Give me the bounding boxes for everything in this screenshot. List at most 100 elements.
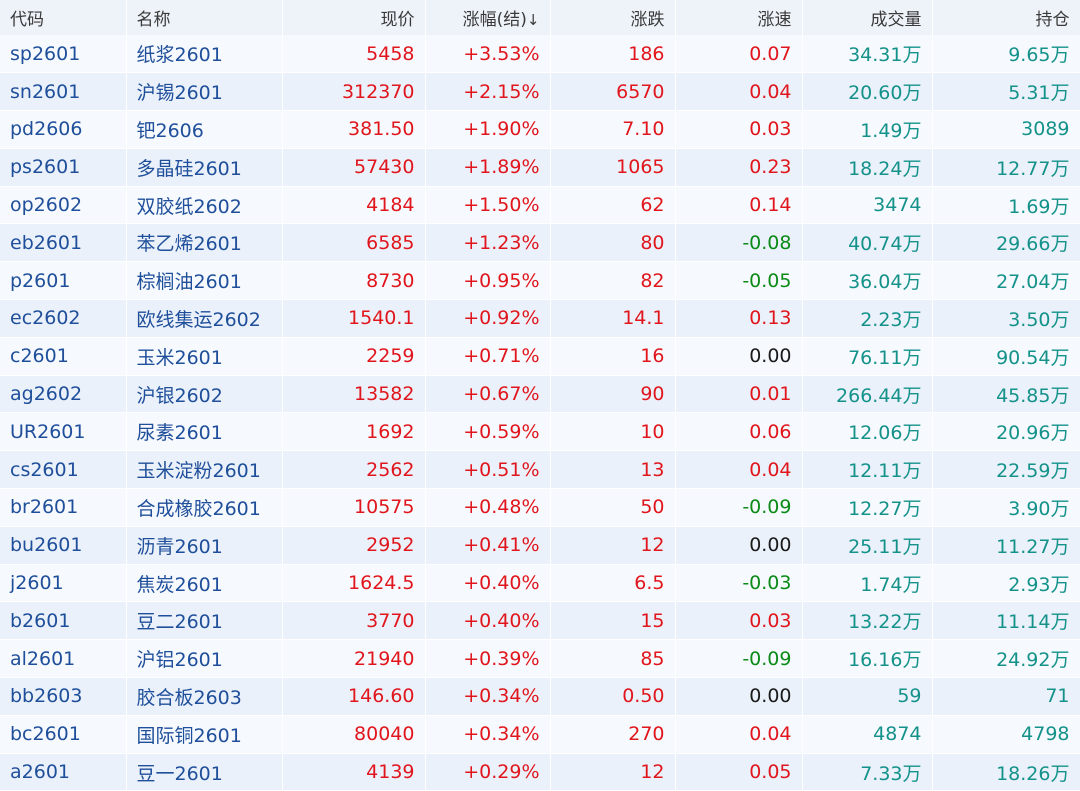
open-interest: 3.50万 bbox=[932, 299, 1080, 338]
column-header-speed[interactable]: 涨速 bbox=[675, 0, 803, 35]
contract-name: 沪银2602 bbox=[126, 375, 283, 414]
open-interest: 20.96万 bbox=[932, 412, 1080, 452]
change-speed: 0.04 bbox=[675, 72, 803, 112]
contract-code: a2601 bbox=[0, 753, 127, 791]
price-change: 186 bbox=[550, 35, 676, 74]
column-header-price[interactable]: 现价 bbox=[282, 0, 426, 35]
contract-code: sp2601 bbox=[0, 35, 127, 74]
contract-name: 玉米淀粉2601 bbox=[126, 450, 283, 490]
table-row[interactable]: j2601 焦炭2601 1624.5 +0.40% 6.5 -0.03 1.7… bbox=[0, 564, 1080, 603]
contract-name: 棕榈油2601 bbox=[126, 261, 283, 301]
contract-code: c2601 bbox=[0, 337, 127, 376]
last-price: 10575 bbox=[282, 488, 426, 527]
volume: 76.11万 bbox=[802, 337, 933, 376]
column-header-code[interactable]: 代码 bbox=[0, 0, 127, 35]
open-interest: 2.93万 bbox=[932, 564, 1080, 603]
price-change: 1065 bbox=[550, 148, 676, 187]
table-row[interactable]: bc2601 国际铜2601 80040 +0.34% 270 0.04 487… bbox=[0, 715, 1080, 754]
table-row[interactable]: b2601 豆二2601 3770 +0.40% 15 0.03 13.22万 … bbox=[0, 601, 1080, 641]
change-speed: -0.03 bbox=[675, 564, 803, 603]
column-header-name[interactable]: 名称 bbox=[126, 0, 283, 35]
contract-name: 欧线集运2602 bbox=[126, 299, 283, 338]
last-price: 80040 bbox=[282, 715, 426, 754]
change-speed: 0.06 bbox=[675, 412, 803, 452]
table-row[interactable]: sp2601 纸浆2601 5458 +3.53% 186 0.07 34.31… bbox=[0, 35, 1080, 74]
contract-name: 苯乙烯2601 bbox=[126, 223, 283, 263]
open-interest: 11.14万 bbox=[932, 601, 1080, 641]
change-percent: +0.40% bbox=[425, 564, 551, 603]
table-row[interactable]: op2602 双胶纸2602 4184 +1.50% 62 0.14 3474 … bbox=[0, 186, 1080, 225]
table-row[interactable]: UR2601 尿素2601 1692 +0.59% 10 0.06 12.06万… bbox=[0, 412, 1080, 452]
change-percent: +3.53% bbox=[425, 35, 551, 74]
contract-name: 双胶纸2602 bbox=[126, 186, 283, 225]
table-row[interactable]: ag2602 沪银2602 13582 +0.67% 90 0.01 266.4… bbox=[0, 375, 1080, 414]
price-change: 90 bbox=[550, 375, 676, 414]
table-row[interactable]: bb2603 胶合板2603 146.60 +0.34% 0.50 0.00 5… bbox=[0, 677, 1080, 716]
last-price: 3770 bbox=[282, 601, 426, 641]
volume: 1.49万 bbox=[802, 110, 933, 149]
table-header: 代码 名称 现价 涨幅(结)↓ 涨跌 涨速 成交量 持仓 bbox=[0, 0, 1080, 35]
change-percent: +1.23% bbox=[425, 223, 551, 263]
open-interest: 1.69万 bbox=[932, 186, 1080, 225]
volume: 18.24万 bbox=[802, 148, 933, 187]
volume: 34.31万 bbox=[802, 35, 933, 74]
header-row: 代码 名称 现价 涨幅(结)↓ 涨跌 涨速 成交量 持仓 bbox=[0, 0, 1080, 35]
change-speed: 0.07 bbox=[675, 35, 803, 74]
price-change: 270 bbox=[550, 715, 676, 754]
table-row[interactable]: ec2602 欧线集运2602 1540.1 +0.92% 14.1 0.13 … bbox=[0, 299, 1080, 338]
column-header-volume[interactable]: 成交量 bbox=[802, 0, 933, 35]
change-percent: +1.89% bbox=[425, 148, 551, 187]
contract-code: p2601 bbox=[0, 261, 127, 301]
change-speed: 0.00 bbox=[675, 526, 803, 565]
change-speed: 0.13 bbox=[675, 299, 803, 338]
contract-name: 胶合板2603 bbox=[126, 677, 283, 716]
table-row[interactable]: sn2601 沪锡2601 312370 +2.15% 6570 0.04 20… bbox=[0, 72, 1080, 112]
table-row[interactable]: br2601 合成橡胶2601 10575 +0.48% 50 -0.09 12… bbox=[0, 488, 1080, 527]
contract-name: 豆二2601 bbox=[126, 601, 283, 641]
table-row[interactable]: pd2606 钯2606 381.50 +1.90% 7.10 0.03 1.4… bbox=[0, 110, 1080, 149]
table-row[interactable]: p2601 棕榈油2601 8730 +0.95% 82 -0.05 36.04… bbox=[0, 261, 1080, 301]
change-percent: +0.40% bbox=[425, 601, 551, 641]
volume: 2.23万 bbox=[802, 299, 933, 338]
contract-code: j2601 bbox=[0, 564, 127, 603]
change-percent: +1.90% bbox=[425, 110, 551, 149]
volume: 25.11万 bbox=[802, 526, 933, 565]
change-percent: +0.34% bbox=[425, 677, 551, 716]
open-interest: 11.27万 bbox=[932, 526, 1080, 565]
change-percent: +1.50% bbox=[425, 186, 551, 225]
contract-name: 沪锡2601 bbox=[126, 72, 283, 112]
change-percent: +0.95% bbox=[425, 261, 551, 301]
open-interest: 12.77万 bbox=[932, 148, 1080, 187]
change-percent: +0.92% bbox=[425, 299, 551, 338]
change-speed: -0.09 bbox=[675, 488, 803, 527]
table-row[interactable]: cs2601 玉米淀粉2601 2562 +0.51% 13 0.04 12.1… bbox=[0, 450, 1080, 490]
table-row[interactable]: eb2601 苯乙烯2601 6585 +1.23% 80 -0.08 40.7… bbox=[0, 223, 1080, 263]
contract-name: 沥青2601 bbox=[126, 526, 283, 565]
change-speed: -0.05 bbox=[675, 261, 803, 301]
open-interest: 24.92万 bbox=[932, 639, 1080, 679]
volume: 4874 bbox=[802, 715, 933, 754]
column-header-open-interest[interactable]: 持仓 bbox=[932, 0, 1080, 35]
last-price: 2952 bbox=[282, 526, 426, 565]
last-price: 57430 bbox=[282, 148, 426, 187]
table-row[interactable]: a2601 豆一2601 4139 +0.29% 12 0.05 7.33万 1… bbox=[0, 753, 1080, 791]
contract-name: 玉米2601 bbox=[126, 337, 283, 376]
table-row[interactable]: bu2601 沥青2601 2952 +0.41% 12 0.00 25.11万… bbox=[0, 526, 1080, 565]
contract-name: 豆一2601 bbox=[126, 753, 283, 791]
last-price: 312370 bbox=[282, 72, 426, 112]
volume: 266.44万 bbox=[802, 375, 933, 414]
last-price: 8730 bbox=[282, 261, 426, 301]
last-price: 1624.5 bbox=[282, 564, 426, 603]
price-change: 12 bbox=[550, 526, 676, 565]
price-change: 85 bbox=[550, 639, 676, 679]
table-row[interactable]: al2601 沪铝2601 21940 +0.39% 85 -0.09 16.1… bbox=[0, 639, 1080, 679]
volume: 13.22万 bbox=[802, 601, 933, 641]
table-row[interactable]: c2601 玉米2601 2259 +0.71% 16 0.00 76.11万 … bbox=[0, 337, 1080, 376]
column-header-change-pct[interactable]: 涨幅(结)↓ bbox=[425, 0, 551, 35]
table-row[interactable]: ps2601 多晶硅2601 57430 +1.89% 1065 0.23 18… bbox=[0, 148, 1080, 187]
column-header-change[interactable]: 涨跌 bbox=[550, 0, 676, 35]
last-price: 1540.1 bbox=[282, 299, 426, 338]
price-change: 13 bbox=[550, 450, 676, 490]
open-interest: 18.26万 bbox=[932, 753, 1080, 791]
